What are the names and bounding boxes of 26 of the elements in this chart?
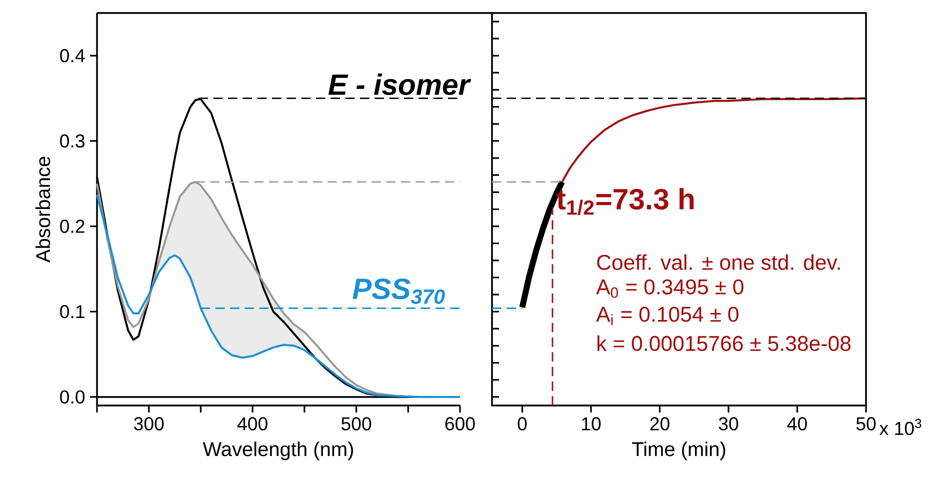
text: x 10$^{3}$ [879,418,922,436]
annotation: t$_{1/2}$=73.3 h [556,188,694,216]
x-tick-label: 40 [787,417,807,430]
x-tick-label: 20 [650,417,670,430]
x-axis-title: Time (min) [632,442,726,460]
annotation: A$_{i}$ = 0.1054 ± 0 [596,306,738,326]
x-tick-label: 30 [718,417,738,430]
x-tick-label: 600 [445,417,475,430]
x-tick-label: 500 [341,417,372,430]
x-tick-label: 10 [582,417,601,430]
y-tick-label: 0.3 [60,134,84,148]
y-tick-label: 0.4 [60,49,85,62]
annotation: k = 0.00015766 ± 5.38e-08 [598,335,851,352]
y-axis-title: Absorbance [36,156,50,263]
annotation: Coeff. val. ± one std. dev. [597,254,840,270]
y-tick-label: 0.2 [60,220,84,233]
series-label: PSS$_{370}$ [352,278,445,304]
y-tick-label: 0.1 [60,305,84,318]
x-tick-label: 0 [518,417,527,430]
x-tick-label: 400 [237,417,268,430]
x-tick-label: 300 [134,417,164,430]
x-tick-label: 50 [856,417,876,430]
series-label: E - isomer [328,74,472,96]
x-axis-title: Wavelength (nm) [202,442,353,460]
y-tick-label: 0.0 [60,390,85,404]
annotation: A$_{0}$ = 0.3495 ± 0 [596,279,744,298]
